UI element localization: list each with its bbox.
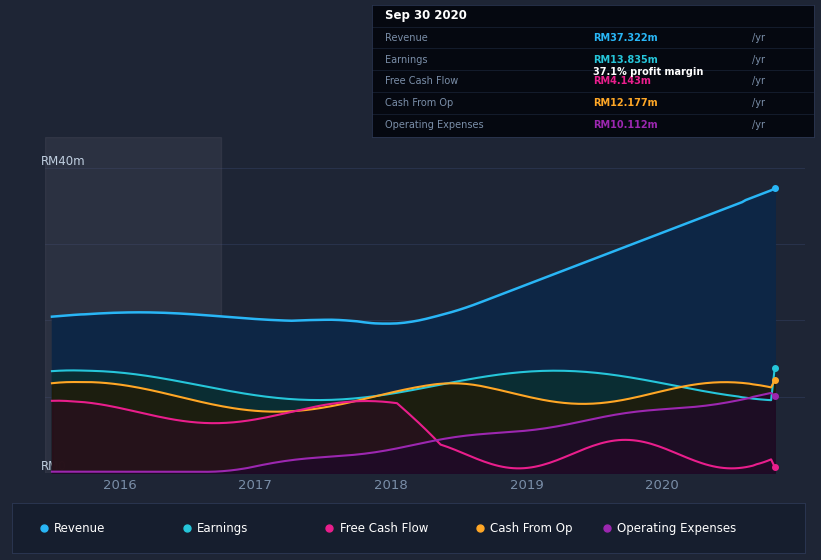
- Text: Earnings: Earnings: [385, 55, 428, 64]
- Text: Operating Expenses: Operating Expenses: [385, 120, 484, 130]
- Text: /yr: /yr: [752, 55, 765, 64]
- Text: Earnings: Earnings: [197, 521, 248, 535]
- Text: RM12.177m: RM12.177m: [593, 98, 658, 108]
- Text: /yr: /yr: [752, 120, 765, 130]
- Text: Free Cash Flow: Free Cash Flow: [340, 521, 428, 535]
- Text: Operating Expenses: Operating Expenses: [617, 521, 736, 535]
- Text: RM13.835m: RM13.835m: [593, 55, 658, 64]
- Text: Free Cash Flow: Free Cash Flow: [385, 76, 458, 86]
- Bar: [45, 137, 222, 473]
- Text: Cash From Op: Cash From Op: [490, 521, 572, 535]
- Text: RM37.322m: RM37.322m: [593, 33, 658, 43]
- Text: Revenue: Revenue: [54, 521, 106, 535]
- Text: Cash From Op: Cash From Op: [385, 98, 453, 108]
- Text: RM40m: RM40m: [41, 155, 86, 168]
- Text: Sep 30 2020: Sep 30 2020: [385, 9, 467, 22]
- Text: /yr: /yr: [752, 33, 765, 43]
- Text: RM0: RM0: [41, 460, 67, 473]
- Text: /yr: /yr: [752, 76, 765, 86]
- Text: Revenue: Revenue: [385, 33, 428, 43]
- Text: RM4.143m: RM4.143m: [593, 76, 650, 86]
- Text: 37.1% profit margin: 37.1% profit margin: [593, 67, 703, 77]
- Text: RM10.112m: RM10.112m: [593, 120, 658, 130]
- Text: /yr: /yr: [752, 98, 765, 108]
